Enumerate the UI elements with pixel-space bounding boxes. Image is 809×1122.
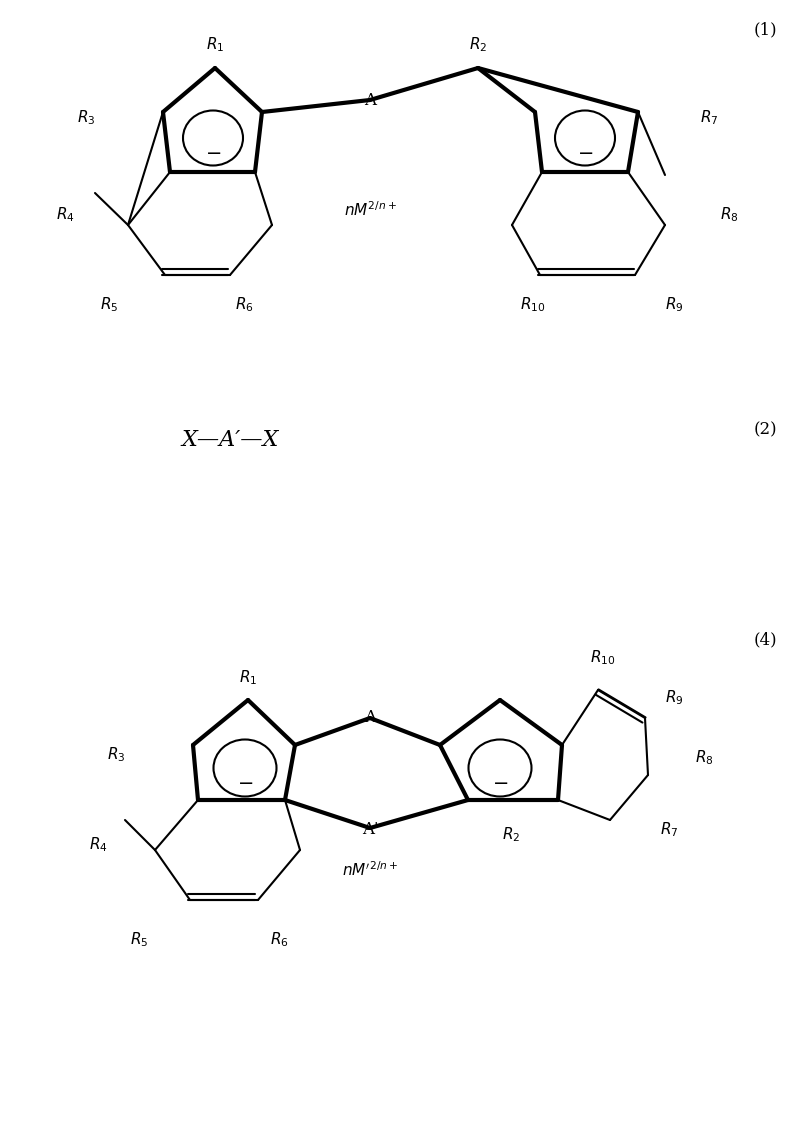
Text: A: A bbox=[364, 709, 376, 727]
Text: $R_3$: $R_3$ bbox=[77, 109, 95, 128]
Text: $R_2$: $R_2$ bbox=[469, 36, 487, 54]
Text: $R_9$: $R_9$ bbox=[665, 296, 684, 314]
Text: $R_9$: $R_9$ bbox=[665, 689, 684, 707]
Text: $nM^{2/n+}$: $nM^{2/n+}$ bbox=[344, 201, 396, 219]
Text: $R_3$: $R_3$ bbox=[107, 746, 125, 764]
Text: $R_4$: $R_4$ bbox=[57, 205, 75, 224]
Text: $R_8$: $R_8$ bbox=[695, 748, 714, 767]
Text: $R_6$: $R_6$ bbox=[235, 296, 254, 314]
Text: $R_8$: $R_8$ bbox=[720, 205, 739, 224]
Text: A: A bbox=[364, 92, 376, 109]
Text: $R_4$: $R_4$ bbox=[89, 836, 108, 854]
Text: $-$: $-$ bbox=[237, 773, 253, 791]
Text: $R_6$: $R_6$ bbox=[270, 930, 289, 949]
Text: $R_1$: $R_1$ bbox=[239, 669, 257, 688]
Text: $-$: $-$ bbox=[577, 142, 593, 160]
Text: $R_{10}$: $R_{10}$ bbox=[520, 296, 545, 314]
Text: $R_{10}$: $R_{10}$ bbox=[590, 649, 616, 668]
Text: X—A′—X: X—A′—X bbox=[181, 429, 278, 451]
Text: $R_5$: $R_5$ bbox=[129, 930, 148, 949]
Text: (1): (1) bbox=[753, 21, 777, 38]
Text: A': A' bbox=[362, 821, 379, 838]
Text: $R_7$: $R_7$ bbox=[660, 820, 679, 839]
Text: $-$: $-$ bbox=[492, 773, 508, 791]
Text: $R_7$: $R_7$ bbox=[700, 109, 718, 128]
Text: (2): (2) bbox=[753, 422, 777, 439]
Text: $nM'^{2/n+}$: $nM'^{2/n+}$ bbox=[341, 861, 398, 880]
Text: $-$: $-$ bbox=[205, 142, 221, 160]
Text: $R_5$: $R_5$ bbox=[100, 296, 118, 314]
Text: $R_1$: $R_1$ bbox=[205, 36, 224, 54]
Text: $R_2$: $R_2$ bbox=[502, 826, 520, 845]
Text: (4): (4) bbox=[753, 632, 777, 649]
